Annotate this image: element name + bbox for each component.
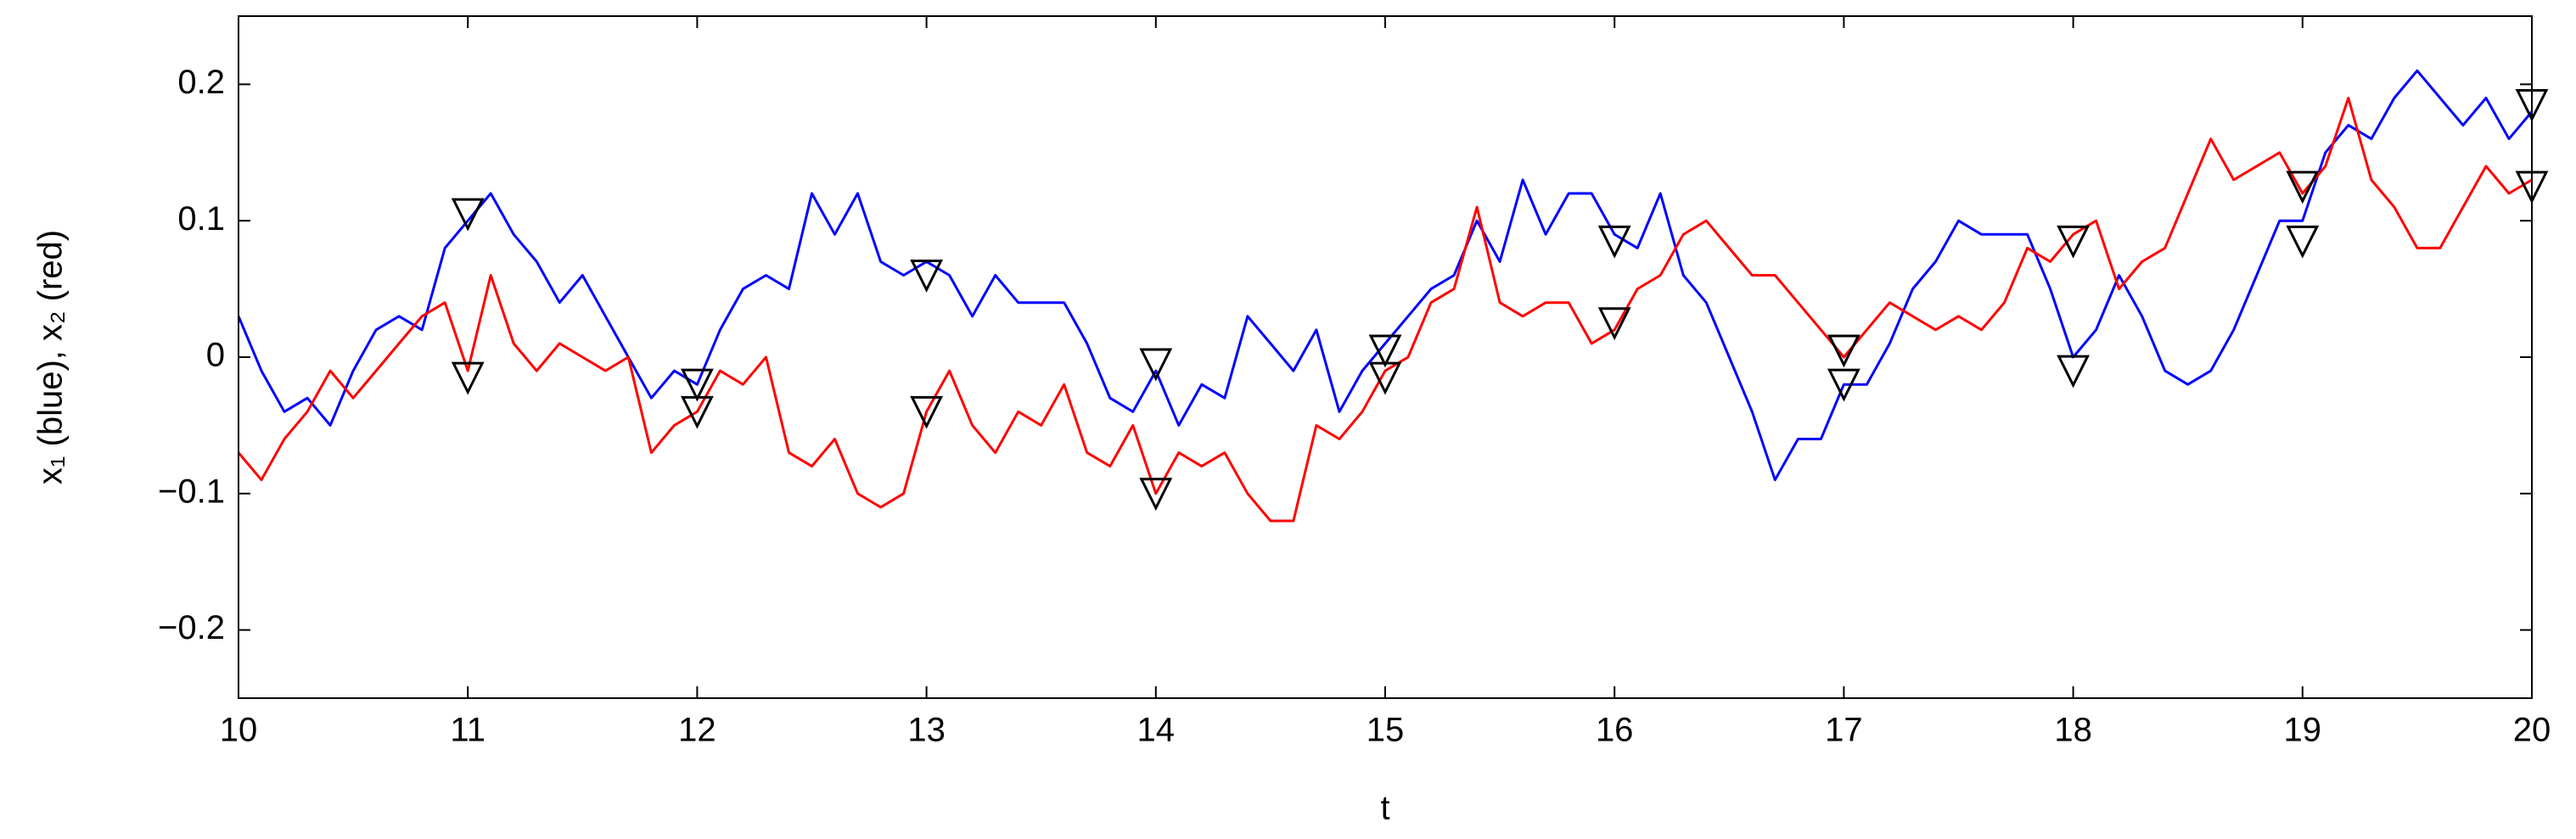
plot-frame <box>238 15 2533 699</box>
y-tick-label: 0.2 <box>177 64 225 101</box>
y-tick-label: 0.1 <box>177 200 225 238</box>
y-tick-label: −0.1 <box>158 473 225 510</box>
x-tick-label: 20 <box>2513 712 2551 749</box>
observation-marker <box>451 198 485 232</box>
x-tick-label: 13 <box>907 712 946 749</box>
observation-marker <box>1368 361 1402 395</box>
observation-marker <box>1368 334 1402 368</box>
x-tick-label: 19 <box>2284 712 2322 749</box>
series-line <box>237 97 2533 523</box>
y-axis-label: x₁ (blue), x₂ (red) <box>32 230 70 484</box>
x-tick-label: 12 <box>678 712 716 749</box>
observation-marker <box>2057 355 2091 389</box>
observation-marker <box>1139 348 1173 382</box>
y-tick-label: −0.2 <box>158 609 225 646</box>
observation-marker <box>680 368 714 402</box>
x-tick-label: 18 <box>2054 712 2092 749</box>
observation-marker <box>910 260 944 293</box>
observation-marker <box>910 395 944 429</box>
observation-marker <box>680 395 714 429</box>
observation-marker <box>451 361 485 395</box>
observation-marker <box>1597 225 1631 259</box>
observation-marker <box>1597 307 1631 341</box>
x-tick-label: 10 <box>220 712 258 749</box>
observation-marker <box>1827 368 1860 402</box>
x-tick-label: 14 <box>1137 712 1176 749</box>
observation-marker <box>1827 334 1860 368</box>
x-axis-label: t <box>1380 790 1389 827</box>
x-tick-label: 15 <box>1367 712 1405 749</box>
x-tick-label: 17 <box>1825 712 1863 749</box>
y-tick-label: 0 <box>206 337 225 374</box>
observation-marker <box>2286 225 2320 259</box>
x-tick-label: 16 <box>1596 712 1634 749</box>
observation-marker <box>2286 171 2320 204</box>
series-line <box>237 69 2534 482</box>
observation-marker <box>1139 478 1173 512</box>
observation-marker <box>2057 225 2091 259</box>
x-tick-label: 11 <box>450 712 485 749</box>
